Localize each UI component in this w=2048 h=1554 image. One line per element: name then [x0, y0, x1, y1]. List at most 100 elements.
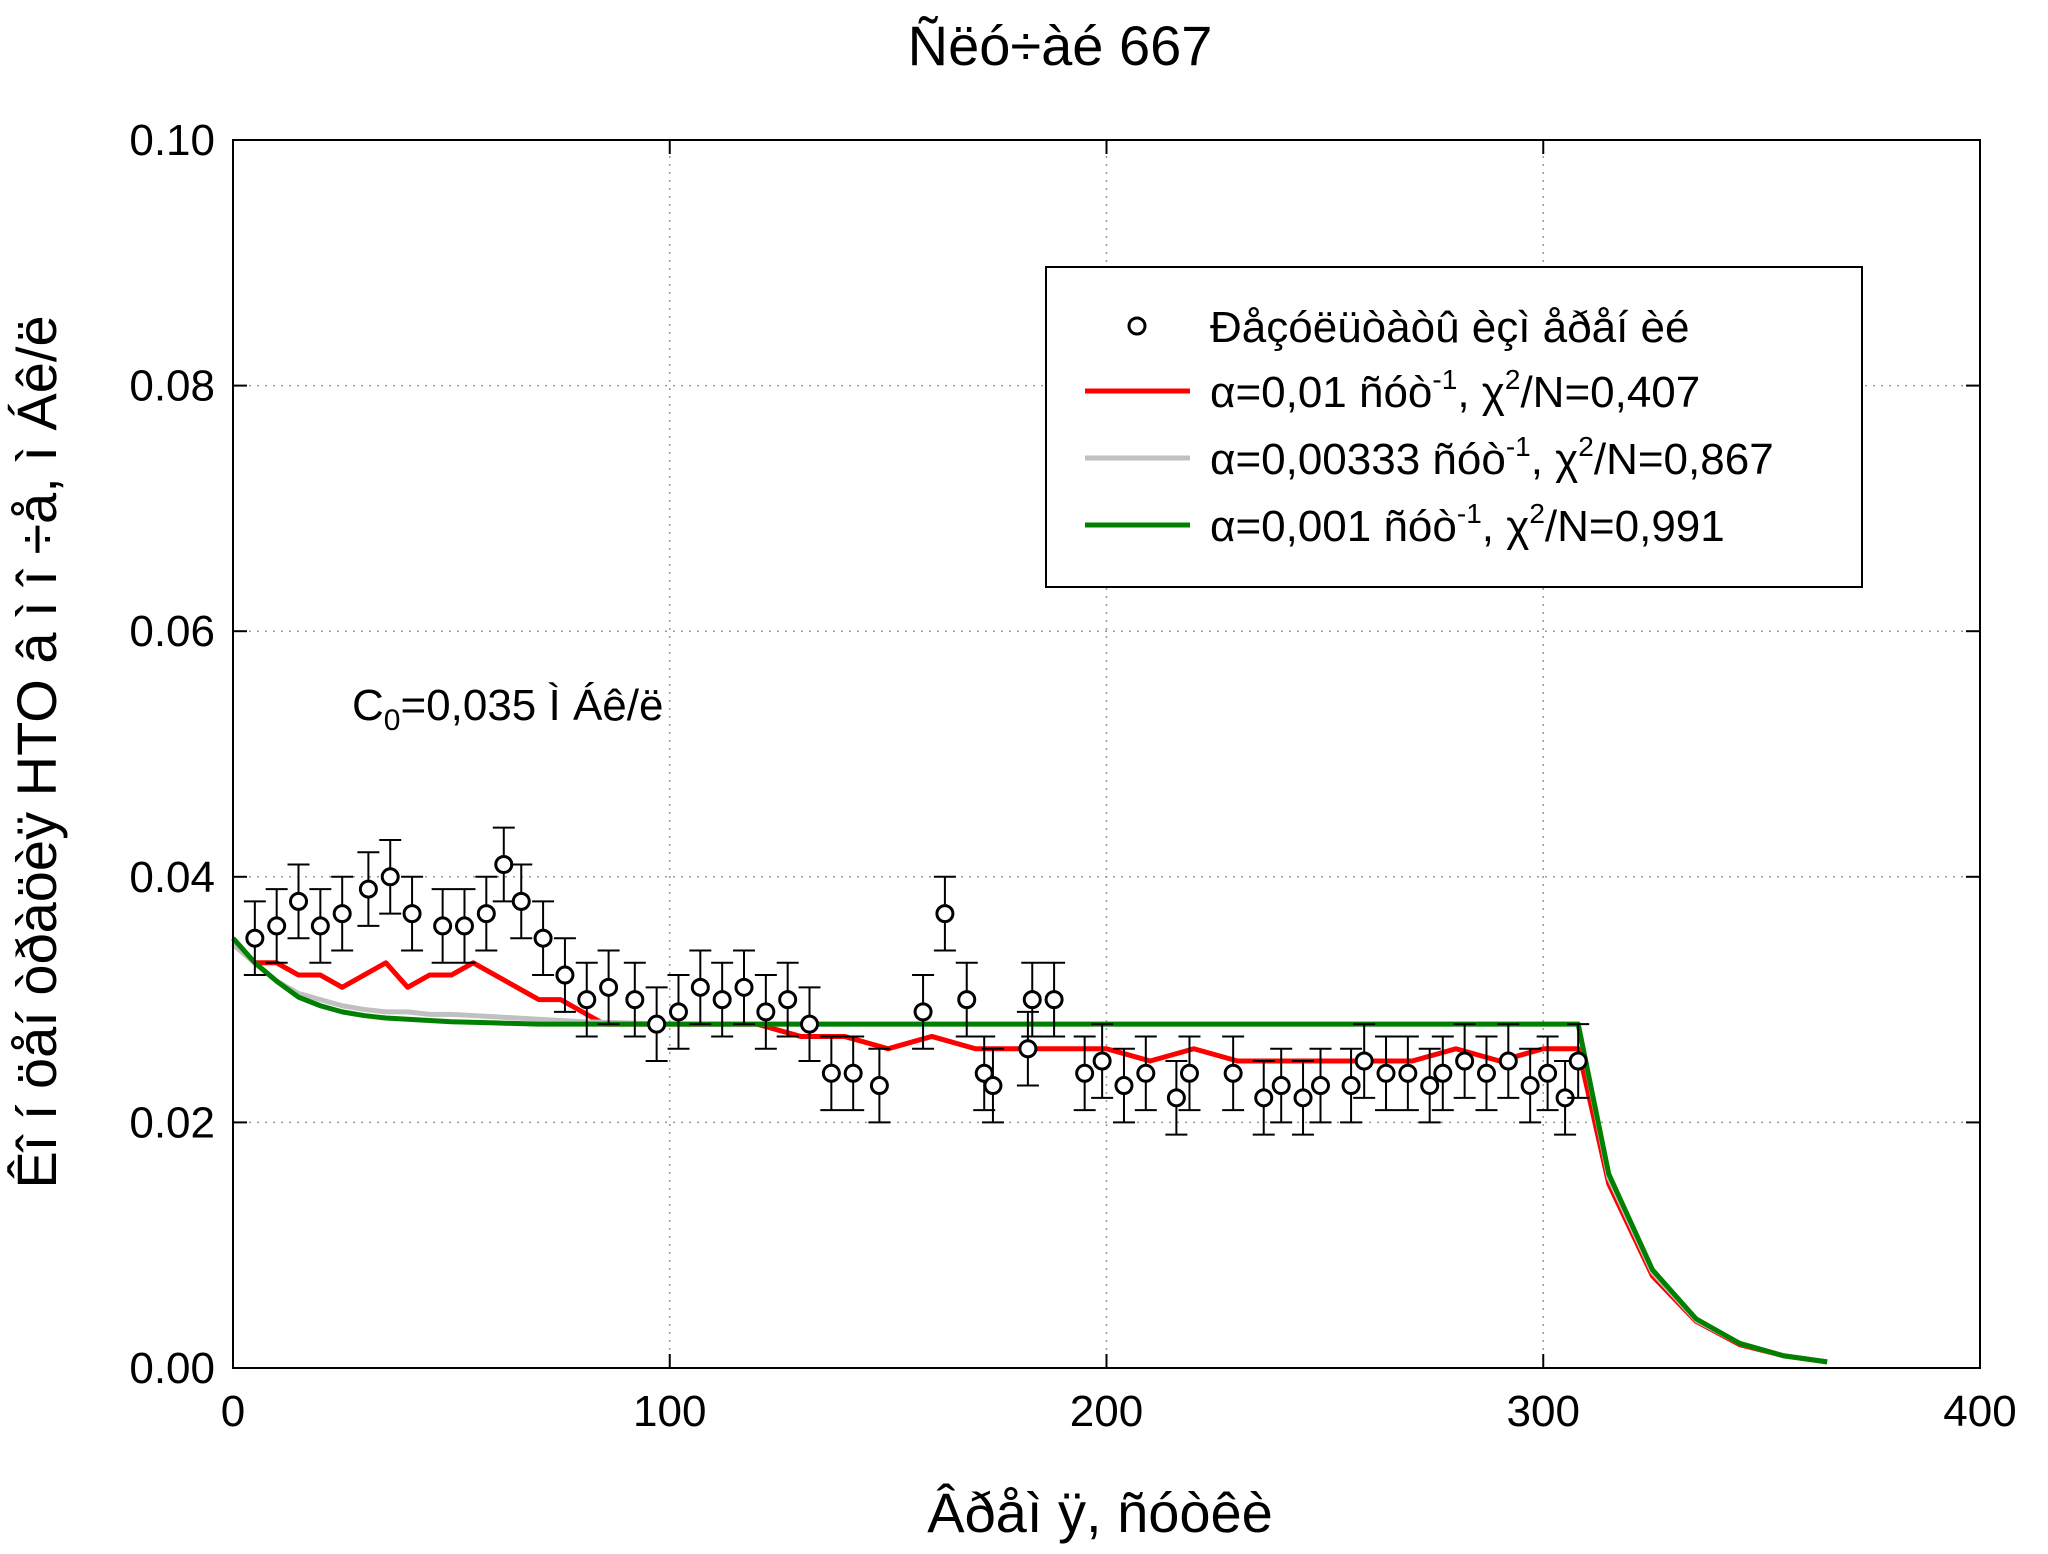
measurement-point	[1112, 1047, 1135, 1124]
measurement-point	[1073, 1035, 1096, 1112]
data-marker	[1376, 1063, 1396, 1083]
measurement-point	[510, 863, 533, 940]
data-marker	[289, 891, 309, 911]
measurement-point	[532, 900, 555, 977]
measurement-point	[1134, 1035, 1157, 1112]
legend-label-alpha-001-text: α=0,01 ñóò	[1210, 368, 1432, 417]
measurement-point	[1536, 1035, 1559, 1112]
measurement-point	[1270, 1047, 1293, 1124]
measurement-point	[842, 1035, 865, 1112]
measurement-point	[1431, 1035, 1454, 1112]
measurement-point	[1340, 1047, 1363, 1124]
data-marker	[267, 916, 287, 936]
series-alpha-0001	[231, 936, 1828, 1365]
data-marker	[647, 1014, 667, 1034]
data-marker	[756, 1002, 776, 1022]
data-marker	[1179, 1063, 1199, 1083]
annotation-subscript: 0	[384, 704, 401, 737]
data-marker	[843, 1063, 863, 1083]
measurement-point	[1396, 1035, 1419, 1112]
x-tick-label: 200	[1070, 1387, 1143, 1436]
annotation-suffix: =0,035 Ì Áê/ë	[400, 681, 663, 730]
data-marker	[494, 855, 514, 875]
measurement-point	[265, 888, 288, 964]
measurement-point	[1292, 1060, 1315, 1136]
data-marker	[358, 879, 378, 899]
measurement-point	[1418, 1047, 1441, 1124]
annotation-prefix: C	[352, 681, 384, 730]
measurement-point	[1375, 1035, 1398, 1112]
data-marker	[402, 904, 422, 924]
data-marker	[1166, 1088, 1186, 1108]
measurement-point	[981, 1047, 1004, 1124]
data-marker	[1420, 1076, 1440, 1096]
data-marker	[668, 1002, 688, 1022]
data-marker	[1341, 1076, 1361, 1096]
measurement-point	[689, 949, 712, 1026]
measurement-point	[933, 875, 956, 952]
y-tick-label: 0.08	[129, 362, 215, 411]
measurement-point	[401, 875, 424, 952]
measurement-point	[912, 974, 935, 1050]
data-marker	[533, 928, 553, 948]
data-marker	[1018, 1039, 1038, 1059]
legend-label-measurements: Ðåçóëüòàòû èçì åðåí èé	[1210, 303, 1690, 352]
data-marker	[625, 990, 645, 1010]
data-marker	[454, 916, 474, 936]
measurement-point	[868, 1047, 891, 1124]
measurement-point	[331, 875, 354, 952]
x-axis-title: Âðåì ÿ, ñóòêè	[927, 1481, 1273, 1544]
measurement-point	[667, 974, 690, 1050]
data-marker	[1311, 1076, 1331, 1096]
data-marker	[913, 1002, 933, 1022]
measurement-point	[357, 851, 380, 927]
data-marker	[983, 1076, 1003, 1096]
legend-box	[1045, 266, 1863, 588]
data-marker	[712, 990, 732, 1010]
data-marker	[476, 904, 496, 924]
x-tick-label: 0	[221, 1387, 245, 1436]
axis-ticks: 0.00 0.02 0.04 0.06 0.08 0.10 0 100 200 300 400	[129, 116, 2016, 1436]
measurement-point	[453, 888, 476, 964]
data-marker	[734, 977, 754, 997]
measurement-point	[711, 961, 734, 1038]
data-marker	[245, 928, 265, 948]
legend-label-alpha-000333-exp: -1	[1506, 431, 1531, 462]
measurement-point	[820, 1035, 843, 1112]
legend-label-alpha-0001-chi: , χ	[1482, 502, 1530, 551]
measurement-point	[1453, 1023, 1476, 1099]
data-marker	[555, 965, 575, 985]
measurement-point	[1016, 1010, 1039, 1087]
measurement-point	[379, 838, 402, 915]
legend-label-alpha-000333: α=0,00333 ñóò-1, χ2/N=0,867	[1210, 431, 1774, 484]
legend-label-alpha-0001: α=0,001 ñóò-1, χ2/N=0,991	[1210, 498, 1725, 551]
data-marker	[957, 990, 977, 1010]
measurement-point	[623, 961, 646, 1038]
x-tick-label: 100	[633, 1387, 706, 1436]
x-tick-label: 400	[1943, 1387, 2016, 1436]
legend-label-alpha-000333-chi2: /N=0,867	[1594, 435, 1774, 484]
legend-marker-measurements	[1127, 316, 1147, 336]
x-tick-label: 300	[1507, 1387, 1580, 1436]
y-tick-label: 0.10	[129, 116, 215, 165]
data-marker	[1022, 990, 1042, 1010]
measurement-point	[1021, 961, 1044, 1038]
measurement-point	[1309, 1047, 1332, 1124]
y-tick-label: 0.00	[129, 1344, 215, 1393]
measurement-point	[553, 937, 576, 1013]
measurement-point	[243, 900, 266, 977]
measurement-point	[575, 961, 598, 1038]
data-marker	[1520, 1076, 1540, 1096]
data-marker	[1114, 1076, 1134, 1096]
legend-label-alpha-000333-exp2: 2	[1578, 431, 1594, 462]
measurement-point	[1497, 1023, 1520, 1099]
measurement-point	[798, 986, 821, 1062]
measurement-point	[1554, 1060, 1577, 1136]
legend-label-alpha-000333-text: α=0,00333 ñóò	[1210, 435, 1506, 484]
data-marker	[1568, 1051, 1588, 1071]
legend-label-alpha-001-chi: , χ	[1457, 368, 1505, 417]
measurement-point	[776, 961, 799, 1038]
measurement-point	[1567, 1023, 1590, 1099]
measurement-points	[243, 826, 1590, 1136]
